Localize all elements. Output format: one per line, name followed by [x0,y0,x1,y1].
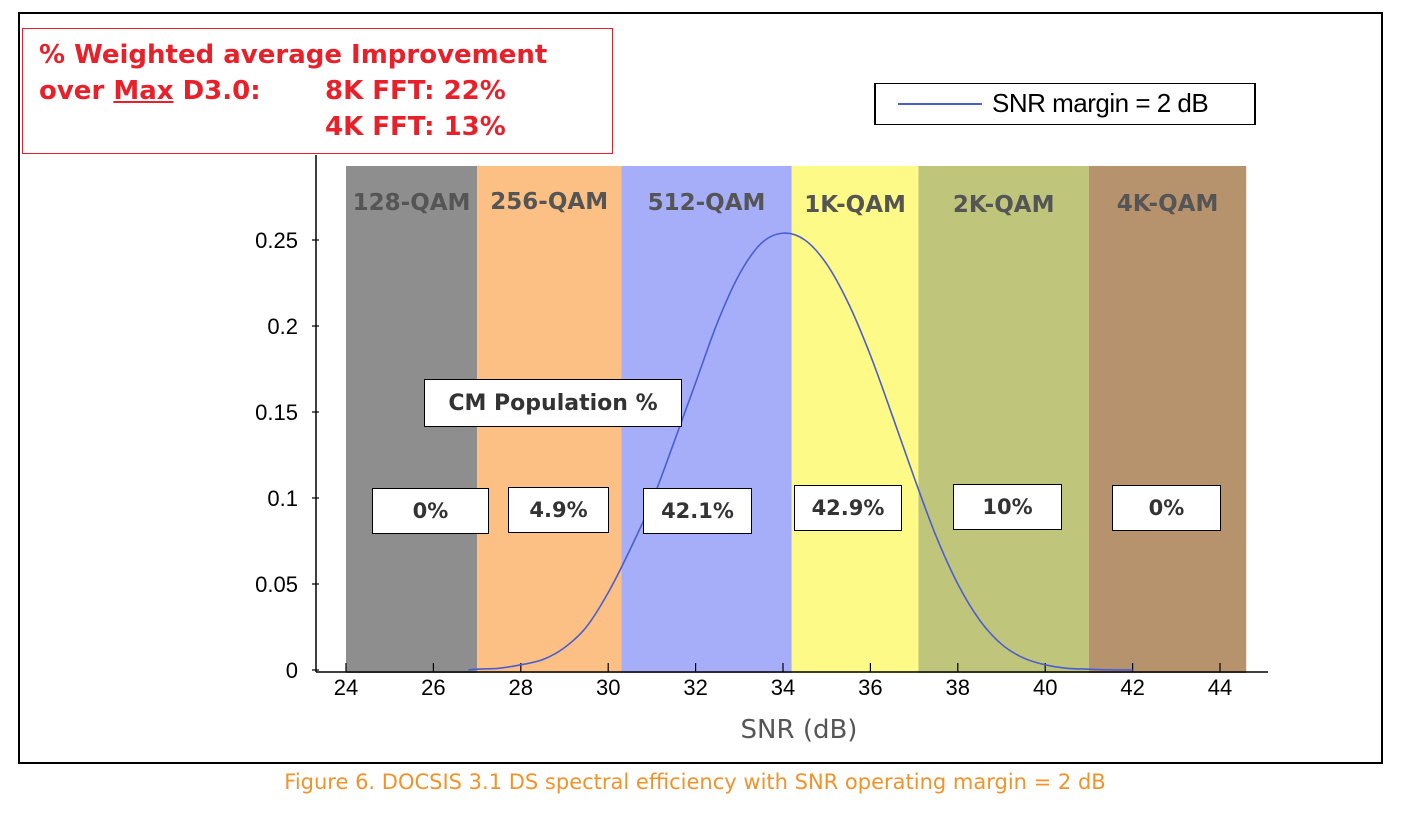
improvement-subtitle: over Max D3.0: [39,73,261,109]
population-pct-4k-qam: 0% [1112,485,1221,531]
fft-4k-improvement: 4K FFT: 13% [325,112,506,142]
figure-frame [18,12,1383,764]
x-tick-label: 28 [509,675,533,700]
x-tick-label: 40 [1033,675,1057,700]
x-tick-label: 44 [1208,675,1232,700]
improvement-summary-box: % Weighted average Improvement over Max … [22,28,613,154]
legend-entry: SNR margin = 2 dB [992,88,1209,118]
band-label: 4K-QAM [1117,191,1219,217]
x-tick-label: 24 [334,675,358,700]
band-label: 128-QAM [353,190,471,216]
x-tick-label: 26 [421,675,445,700]
population-pct-1k-qam: 42.9% [794,485,902,531]
x-tick-label: 38 [946,675,970,700]
population-title: CM Population % [424,379,682,427]
population-pct-2k-qam: 10% [953,484,1062,530]
x-tick-label: 34 [771,675,795,700]
x-axis-label: SNR (dB) [741,715,858,745]
population-pct-512-qam: 42.1% [643,488,752,534]
improvement-title: % Weighted average Improvement [39,40,548,70]
axes: 0 0.05 0.1 0.15 0.2 0.25 24 26 28 30 32 34 36 38 40 42 4… [255,155,1268,700]
band-2k-qam [918,166,1089,673]
band-4k-qam [1088,166,1247,673]
band-label: 256-QAM [490,189,608,215]
improvement-max: Max [113,76,174,106]
improvement-suffix: D3.0: [173,76,261,106]
band-1k-qam [791,166,919,673]
population-pct-256-qam: 4.9% [508,487,609,533]
x-tick-label: 32 [683,675,707,700]
x-tick-label: 30 [596,675,620,700]
fft-8k-improvement: 8K FFT: 22% [325,76,506,106]
figure-caption: Figure 6. DOCSIS 3.1 DS spectral efficie… [284,770,1106,794]
band-label: 512-QAM [648,190,766,216]
y-tick-label: 0.25 [255,228,298,253]
y-tick-label: 0.05 [255,572,298,597]
band-label: 1K-QAM [804,192,906,218]
y-tick-label: 0.15 [255,400,298,425]
y-tick-label: 0.1 [267,486,298,511]
x-tick-label: 36 [858,675,882,700]
series-line-snr-margin-2db [468,232,1133,671]
population-curve [468,232,1133,671]
y-tick-label: 0.2 [267,314,298,339]
legend: SNR margin = 2 dB [874,83,1256,125]
legend-line-swatch [898,103,982,105]
population-pct-128-qam: 0% [372,488,489,534]
band-label: 2K-QAM [953,192,1055,218]
improvement-prefix: over [39,76,114,106]
y-tick-label: 0 [286,658,298,683]
x-tick-label: 42 [1120,675,1144,700]
